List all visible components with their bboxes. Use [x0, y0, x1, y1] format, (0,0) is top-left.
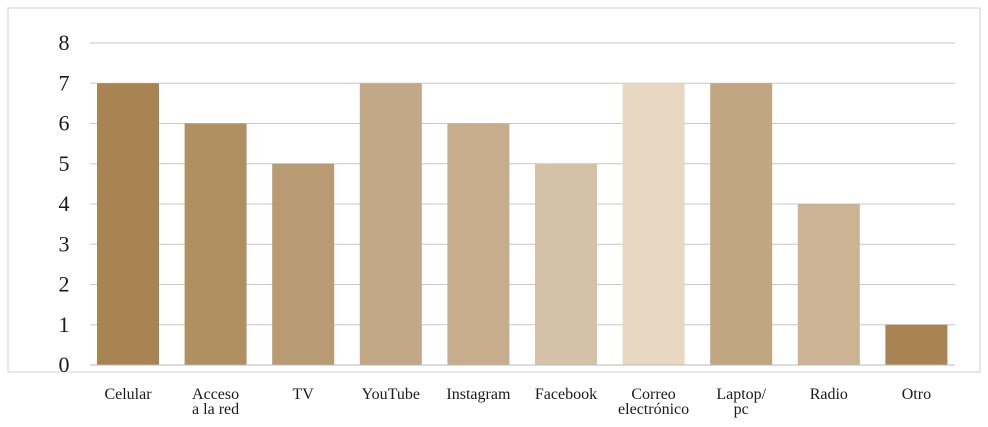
- bar: [272, 163, 335, 365]
- y-tick-label: 0: [59, 352, 70, 377]
- bar: [710, 83, 773, 365]
- x-category-label: Otro: [902, 386, 931, 403]
- bar: [622, 83, 685, 365]
- bar: [797, 204, 860, 365]
- bar: [359, 83, 422, 365]
- y-tick-label: 5: [59, 151, 70, 176]
- y-tick-label: 4: [59, 191, 70, 216]
- x-category-label: Facebook: [535, 386, 597, 403]
- y-tick-label: 8: [59, 30, 70, 55]
- bars: [97, 83, 948, 365]
- bar: [885, 324, 948, 365]
- bar: [535, 163, 597, 365]
- y-tick-label: 2: [59, 272, 70, 297]
- bar: [97, 83, 159, 365]
- x-category-label: Instagram: [446, 386, 511, 403]
- y-axis-tick-labels: 0 1 2 3 4 5 6 7 8: [59, 30, 70, 377]
- bar: [184, 123, 247, 365]
- x-category-label: Celular: [104, 386, 152, 403]
- x-category-label: Laptop/pc: [716, 386, 766, 418]
- x-axis-category-labels: Celular Acceso a la red TV YouTube Instagram F…: [104, 386, 931, 418]
- x-category-label: Radio: [810, 386, 848, 403]
- y-tick-label: 6: [59, 111, 70, 136]
- y-tick-label: 3: [59, 231, 70, 256]
- x-category-label: TV: [293, 386, 315, 403]
- y-tick-label: 7: [59, 70, 70, 95]
- x-category-label: Acceso a la red: [192, 386, 239, 418]
- y-tick-label: 1: [59, 312, 70, 337]
- bar: [447, 123, 510, 365]
- x-category-label: Correo electrónico: [618, 386, 689, 418]
- x-category-label: YouTube: [362, 386, 420, 403]
